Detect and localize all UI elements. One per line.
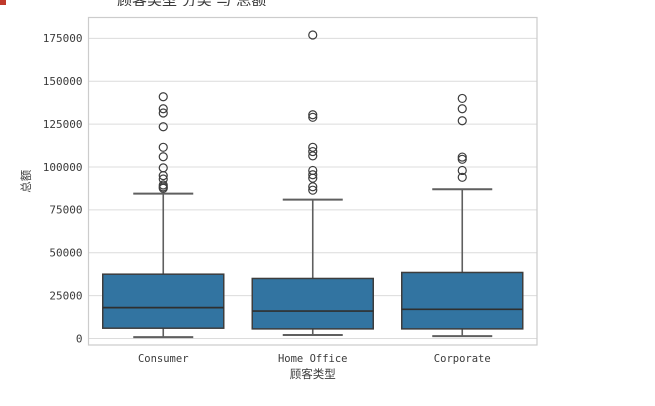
y-axis-label: 总额 xyxy=(19,169,33,192)
x-axis-label: 顾客类型 xyxy=(290,367,336,381)
outlier-point xyxy=(158,92,168,102)
y-tick-label: 25000 xyxy=(49,289,82,302)
outlier-point xyxy=(158,163,168,173)
outlier-point xyxy=(308,112,318,122)
outlier-point xyxy=(308,30,318,40)
y-tick-label: 175000 xyxy=(43,32,83,45)
outlier-point xyxy=(457,104,467,114)
y-tick-label: 0 xyxy=(76,332,83,345)
x-tick-label: Home Office xyxy=(278,353,348,365)
y-tick-label: 150000 xyxy=(43,75,83,88)
outlier-point xyxy=(308,110,318,120)
x-tick-label: Consumer xyxy=(138,353,189,365)
outlier-point xyxy=(158,104,168,114)
outlier-point xyxy=(308,165,318,176)
outlier-point xyxy=(308,146,318,157)
outlier-point xyxy=(308,185,318,195)
outlier-point xyxy=(158,180,168,190)
box-corporate xyxy=(401,271,524,330)
outlier-point xyxy=(158,152,168,162)
figure-title-clipped: 顾客类型 分类 与 总额 xyxy=(117,0,377,6)
cut-off-red-fragment xyxy=(0,0,6,5)
outlier-point xyxy=(457,172,467,182)
y-tick-label: 125000 xyxy=(43,118,83,131)
outlier-point xyxy=(308,170,318,180)
outlier-point xyxy=(457,116,467,126)
outlier-point xyxy=(158,142,168,152)
y-tick-label: 100000 xyxy=(43,161,83,174)
plot-border xyxy=(87,16,538,346)
outlier-point xyxy=(158,122,168,132)
outlier-point xyxy=(158,174,168,184)
box-home-office xyxy=(251,277,374,330)
outlier-point xyxy=(457,165,467,176)
outlier-point xyxy=(457,93,467,104)
outlier-point xyxy=(308,142,318,152)
y-tick-label: 75000 xyxy=(49,204,82,217)
box-consumer xyxy=(102,273,225,329)
outlier-point xyxy=(457,152,467,162)
figure-title-text: 顾客类型 分类 与 总额 xyxy=(117,0,377,6)
x-tick-label: Corporate xyxy=(434,353,491,365)
outlier-point xyxy=(158,108,168,118)
y-tick-label: 50000 xyxy=(49,247,82,260)
